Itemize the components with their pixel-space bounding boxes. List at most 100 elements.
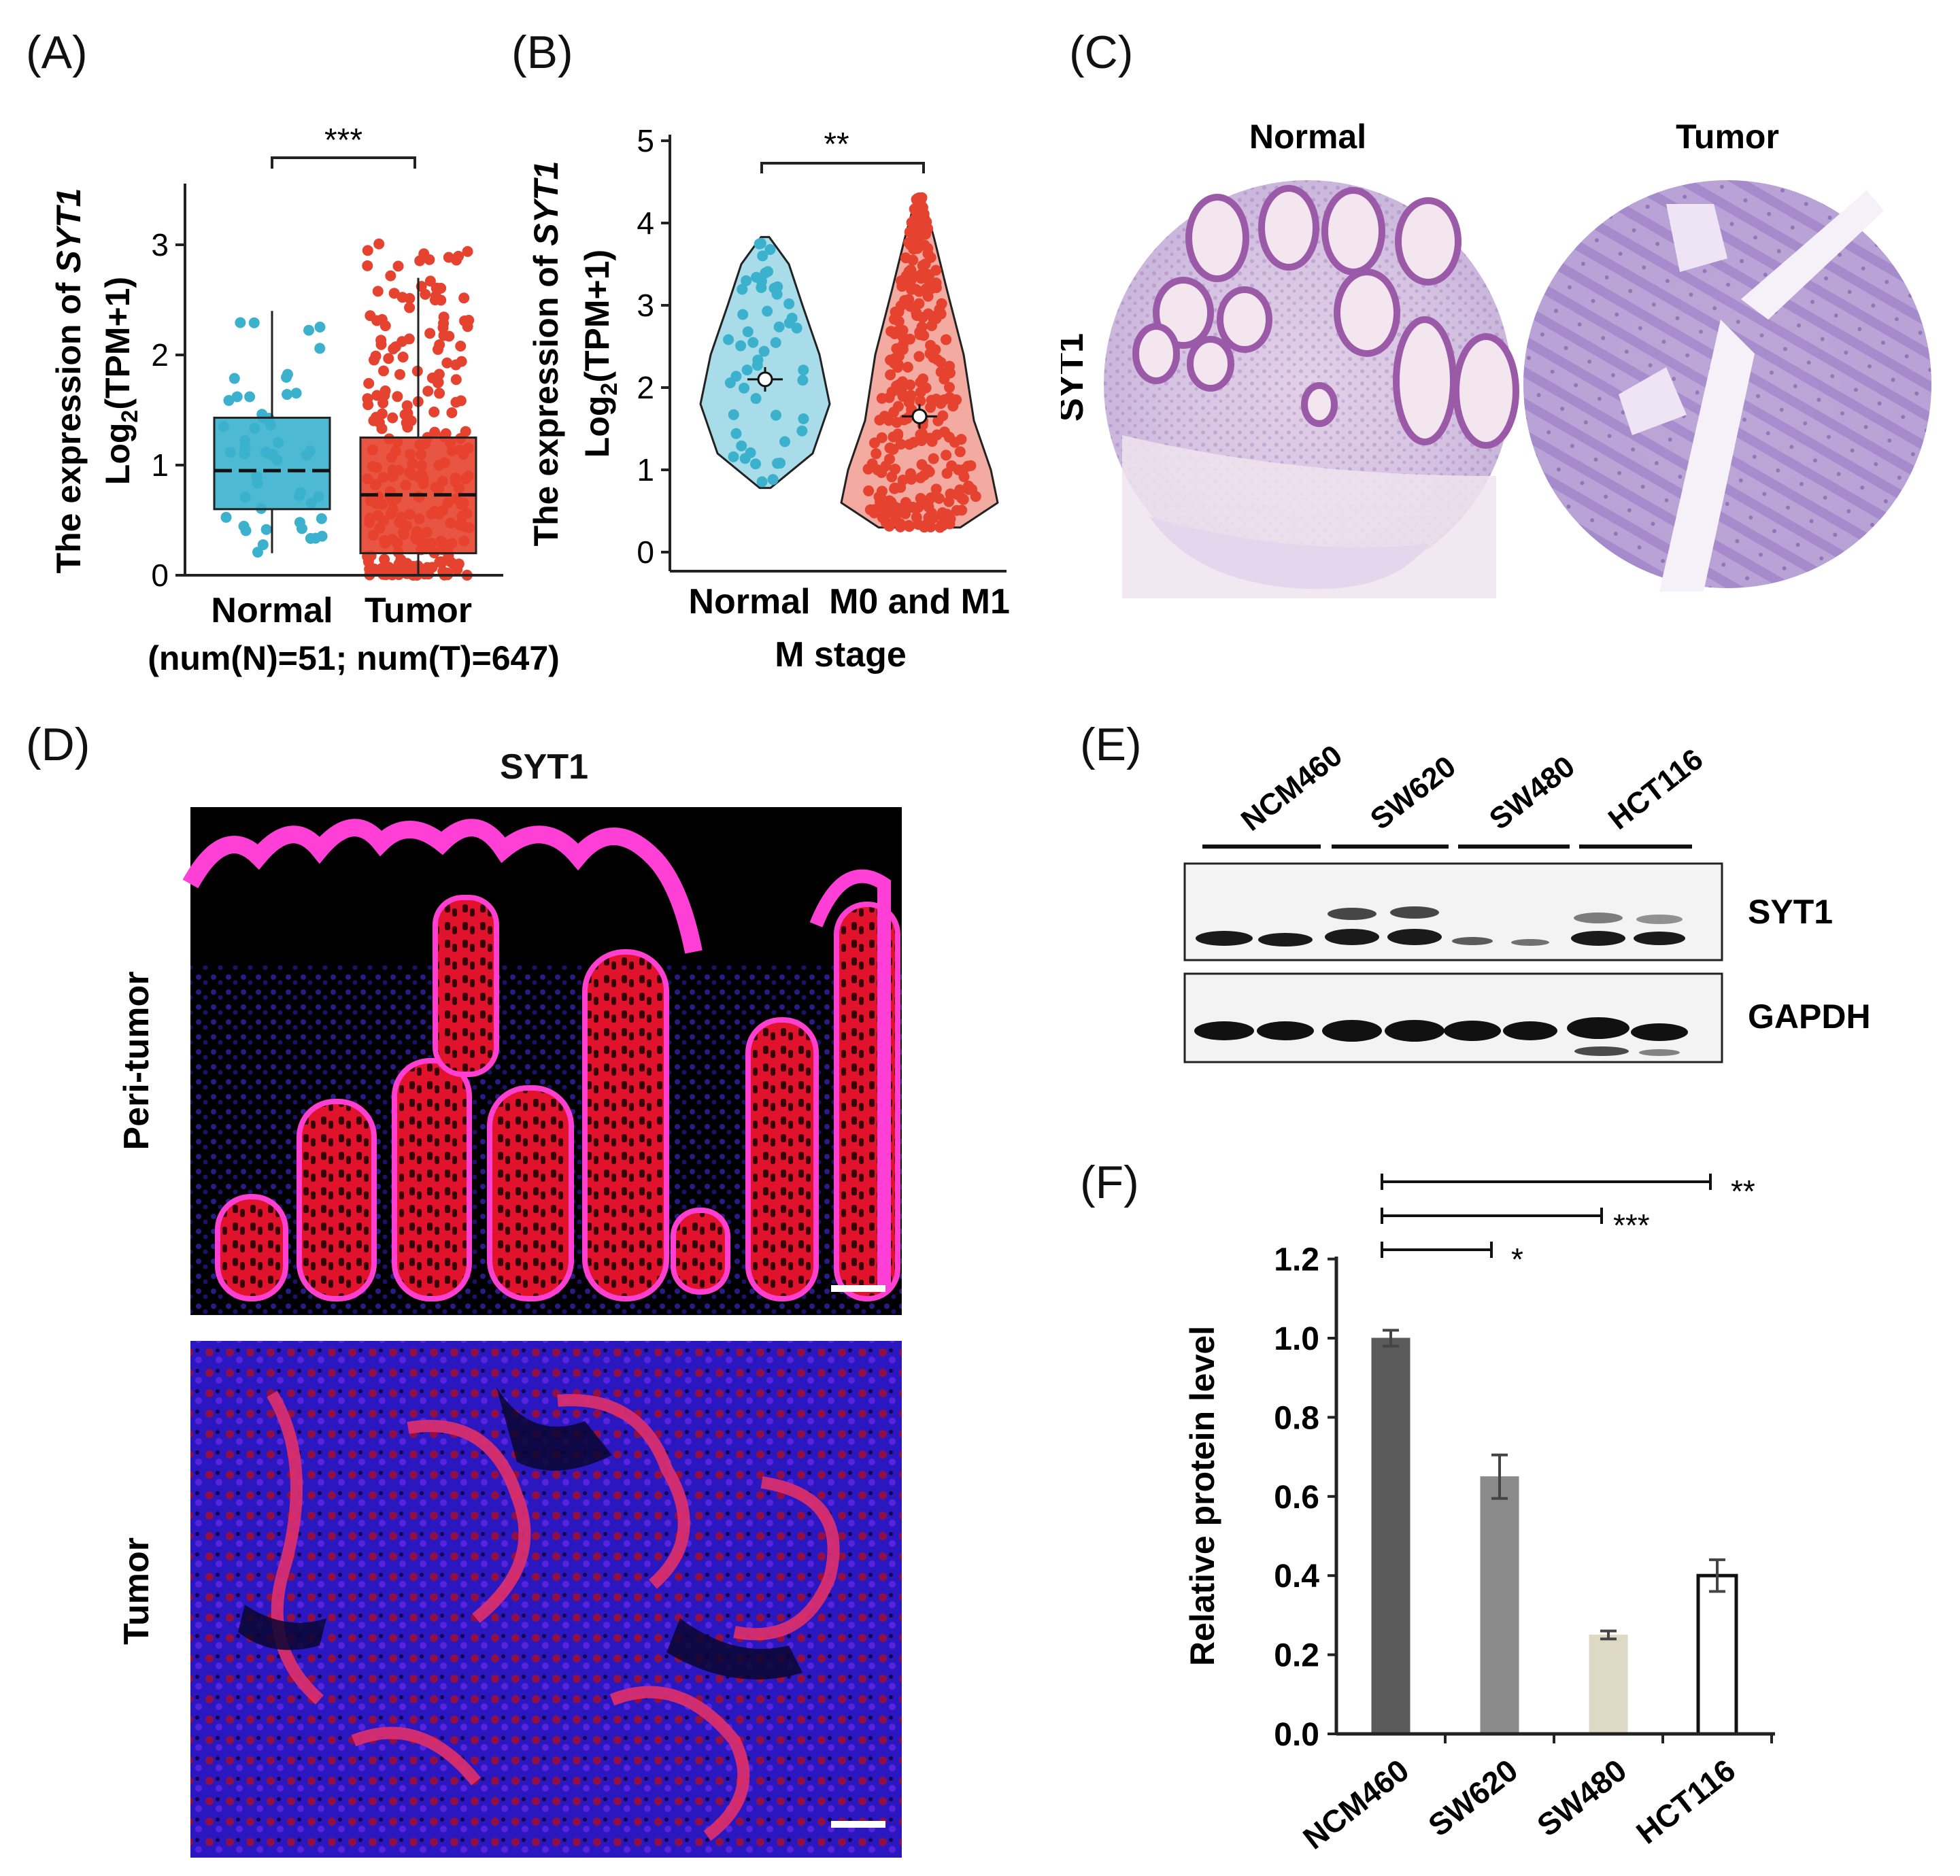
panel-a-point [371, 390, 383, 401]
panel-b-means [747, 366, 937, 429]
panel-a-point [433, 377, 444, 388]
panel-a-point [373, 417, 385, 428]
panel-f-bar [1696, 1573, 1738, 1736]
panel-b-point [739, 382, 750, 394]
panel-b-violins [699, 193, 999, 529]
panel-b-point [905, 284, 917, 295]
panel-b-point [919, 258, 931, 270]
panel-a-point [362, 556, 374, 568]
panel-b-point [930, 265, 942, 276]
panel-b-point [862, 463, 874, 475]
panel-b-ytick-label: 2 [637, 370, 654, 405]
panel-b-point [747, 337, 759, 348]
panel-b-violin-shape [699, 236, 831, 490]
panel-f-ytick-label: 0.0 [1274, 1717, 1319, 1753]
panel-a-point [370, 350, 382, 362]
panel-b-ytick-label: 4 [637, 205, 654, 241]
panel-b-point [913, 351, 925, 362]
panel-b-point [750, 393, 762, 405]
panel-b-point [913, 298, 925, 309]
panel-f-xtick-label: SW480 [1530, 1752, 1633, 1843]
panel-a-point [390, 341, 401, 352]
panel-a-point [363, 377, 375, 389]
panel-a-point [378, 365, 390, 377]
panel-b-point [873, 491, 885, 502]
panel-b-point [917, 228, 929, 240]
panel-a-point [441, 357, 453, 369]
panel-b-point [767, 474, 779, 485]
panel-a-ytick-label: 3 [151, 227, 169, 262]
tumor-image [190, 1341, 902, 1858]
panel-b-point [891, 326, 902, 337]
panel-a-point [396, 292, 408, 303]
panel-a-point [443, 252, 454, 263]
panel-a-point [371, 315, 383, 326]
panel-a-point [445, 556, 456, 568]
panel-b-point [796, 425, 808, 437]
panel-b-point [935, 366, 947, 377]
panel-b-point [958, 464, 969, 476]
panel-b-point [921, 216, 932, 228]
panel-b-point [900, 270, 912, 282]
panel-d-if-images: Peri-tumor Tumor [117, 807, 902, 1858]
panel-f-ytick-label: 1.2 [1274, 1242, 1319, 1278]
panel-b-point [736, 440, 747, 451]
panel-a-sig-bracket [271, 156, 416, 169]
panel-b-point [941, 334, 952, 345]
panel-b-point [956, 434, 967, 445]
panel-b-point [958, 494, 969, 505]
panel-a-y-ticks: 0 1 2 3 [151, 227, 185, 593]
panel-b-point [907, 254, 919, 266]
panel-b-point [922, 274, 934, 286]
panel-b-point [946, 460, 958, 472]
panel-b-point [885, 369, 896, 381]
panel-a-point [282, 389, 293, 400]
panel-b-point [771, 288, 783, 300]
panel-b-point [925, 492, 936, 504]
panel-label-c: (C) [1069, 27, 1134, 78]
panel-a-point [446, 407, 458, 418]
panel-b-point [892, 400, 904, 412]
panel-a-point [290, 388, 302, 399]
panel-b-cat-normal: Normal [688, 582, 810, 621]
panel-a-point [235, 317, 246, 328]
panel-b-point [755, 237, 766, 249]
panel-b-point [750, 458, 762, 470]
panel-a-point [401, 400, 413, 411]
panel-b-point [954, 446, 966, 458]
panel-a-point [314, 343, 326, 354]
panel-f-bars [1371, 1329, 1738, 1736]
panel-b-mean-point [911, 408, 928, 424]
panel-b-point [930, 282, 942, 293]
panel-b-point [737, 284, 748, 295]
panel-a-point [220, 511, 232, 523]
panel-a-sig-label: *** [324, 122, 362, 158]
panel-b-point [871, 448, 882, 460]
panel-b-point [756, 476, 768, 488]
panel-a-point [434, 388, 445, 399]
panel-f-sig-1: * [1511, 1242, 1523, 1277]
panel-f-sig-brackets [1381, 1174, 1712, 1258]
panel-b-point [876, 432, 888, 443]
panel-b-point [893, 350, 905, 362]
panel-b-ylabel-2: Log2(TPM+1) [578, 250, 622, 458]
panel-b-point [925, 339, 936, 351]
panel-a-footnote: (num(N)=51; num(T)=647) [148, 639, 560, 677]
panel-b-point [730, 428, 742, 439]
panel-a-point [248, 317, 260, 328]
panel-f-bar [1371, 1337, 1410, 1735]
panel-b-point [783, 298, 795, 309]
panel-b-point [760, 267, 771, 279]
panel-e-western-blot: NCM460 SW620 SW480 HCT116 [1183, 738, 1871, 1063]
panel-a-point [428, 406, 440, 417]
panel-a-point [372, 286, 384, 297]
panel-label-b: (B) [511, 27, 573, 78]
panel-f-bar-chart: 0.0 0.2 0.4 0.6 0.8 1.0 1.2 NCM460 SW620 SW480HC… [1183, 1174, 1775, 1856]
panel-b-point [741, 364, 753, 376]
panel-a-point [376, 408, 388, 420]
panel-b-point [791, 322, 802, 334]
panel-b-points [723, 192, 981, 533]
panel-a-point [379, 553, 390, 565]
panel-b-point [937, 511, 949, 522]
normal-tissue-core [1104, 180, 1519, 598]
